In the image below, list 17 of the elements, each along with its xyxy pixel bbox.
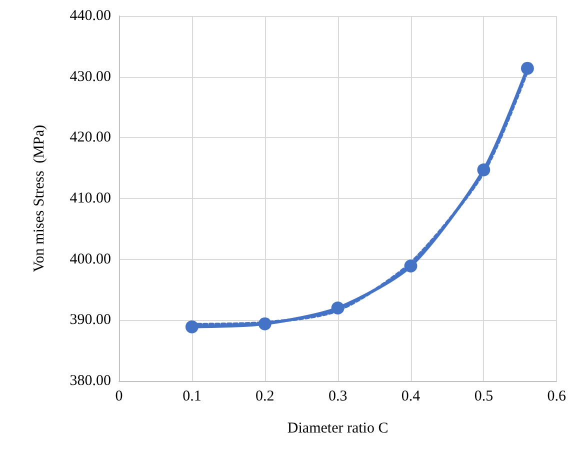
- x-tick-label: 0.3: [328, 388, 348, 404]
- x-tick-label: 0.2: [256, 388, 274, 404]
- x-tick-label: 0.5: [474, 388, 494, 404]
- x-axis-title: Diameter ratio C: [287, 420, 388, 436]
- point: [520, 62, 534, 75]
- y-tick-label: 380.00: [70, 373, 111, 389]
- x-tick-label: 0.1: [182, 388, 202, 404]
- y-tick-label: 440.00: [70, 8, 111, 24]
- x-tick-label: 0: [115, 388, 123, 404]
- y-tick-label: 390.00: [70, 312, 111, 328]
- y-axis-title: Von mises Stress (MPa): [32, 124, 48, 272]
- x-tick-label: 0.6: [547, 388, 566, 404]
- y-tick-label: 410.00: [70, 190, 111, 206]
- y-tick-label: 430.00: [70, 68, 111, 85]
- y-tick-label: 400.00: [70, 251, 111, 268]
- y-tick-label: 420.00: [70, 130, 111, 146]
- x-tick-label: 0.4: [401, 388, 421, 404]
